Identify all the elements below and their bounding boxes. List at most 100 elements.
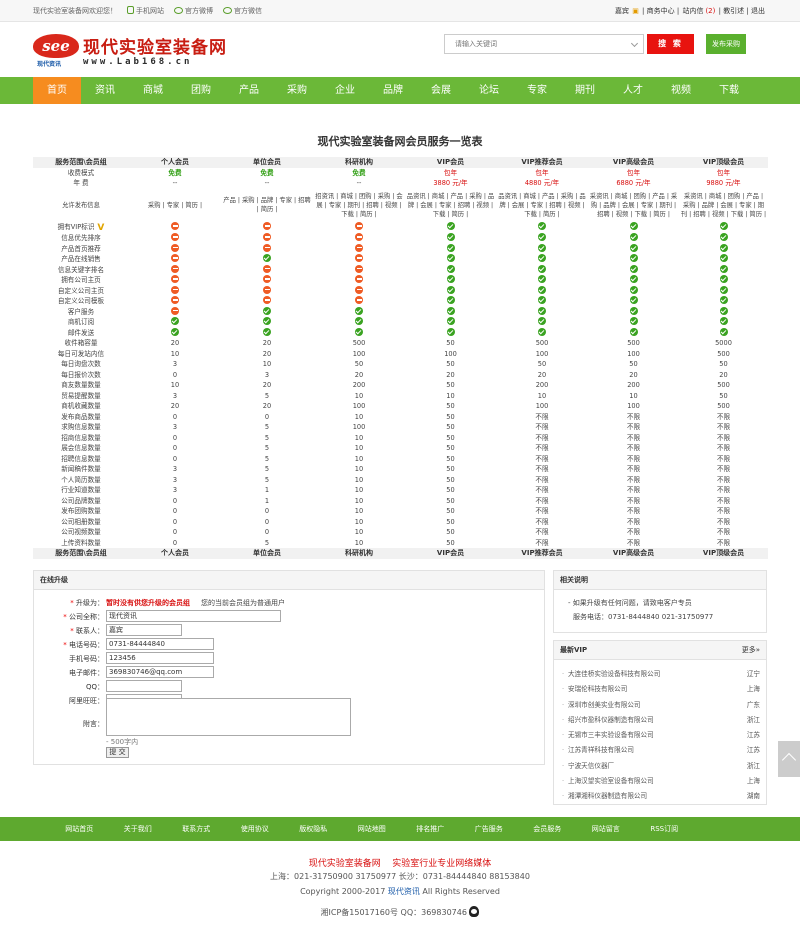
business-center-link[interactable]: 商务中心 (646, 7, 675, 15)
nav-item[interactable]: 商城 (143, 85, 163, 96)
note-textarea[interactable] (106, 698, 351, 736)
nav-item[interactable]: 企业 (335, 85, 355, 96)
table-cell (588, 327, 679, 339)
vip-company-name[interactable]: 江苏青祥科技有限公司 (568, 746, 634, 755)
footer-link[interactable]: 使用协议 (240, 825, 269, 833)
logout-link[interactable]: 退出 (751, 7, 765, 15)
footer-link[interactable]: 广告服务 (474, 825, 503, 833)
user-link[interactable]: 嘉宾 (614, 7, 629, 15)
row-label: 客户服务 (33, 307, 129, 318)
minus-icon (171, 296, 179, 304)
vip-list-item[interactable]: 安瑞伦科技有限公司 上海 (560, 682, 760, 698)
vip-list-item[interactable]: 江苏青祥科技有限公司 江苏 (560, 743, 760, 759)
vip-list-item[interactable]: 绍兴市盈科仪器制造有限公司 浙江 (560, 713, 760, 729)
table-cell: 不限 (626, 538, 641, 547)
vip-company-name[interactable]: 深圳市创美实业有限公司 (568, 700, 641, 709)
wechat-icon (223, 7, 232, 14)
footer-link[interactable]: 排名推广 (416, 825, 445, 833)
vip-company-name[interactable]: 无锡市三丰实验设备有限公司 (568, 731, 654, 740)
footer-link[interactable]: 联系方式 (182, 825, 211, 833)
table-row: 行业知道数量 3 1 10 50 不限 不限 不限 (33, 485, 768, 496)
vip-company-name[interactable]: 绍兴市盈科仪器制造有限公司 (568, 715, 654, 724)
phone-field[interactable]: 0731-84444840 (106, 638, 214, 650)
table-cell: 50 (446, 412, 455, 421)
nav-item[interactable]: 团购 (191, 85, 211, 96)
table-row: 允许发布信息 采购 | 专家 | 简历 | 产品 | 采购 | 品牌 | 专家 | … (33, 189, 768, 222)
search-button[interactable]: 搜 索 (647, 34, 694, 54)
check-icon (629, 317, 638, 325)
vip-list-item[interactable]: 无锡市三丰实验设备有限公司 江苏 (560, 728, 760, 744)
nav-item[interactable]: 采购 (287, 85, 307, 96)
mobile-field[interactable]: 123456 (106, 652, 214, 664)
table-row: 招商信息数量 0 5 10 50 不限 不限 不限 (33, 433, 768, 444)
footer-link[interactable]: 网站留言 (591, 825, 620, 833)
site-logo[interactable]: see 现代实验室装备网 www.Lab168.cn 现代资讯 (33, 32, 226, 72)
column-header: VIP会员 (405, 157, 496, 168)
nav-item[interactable]: 论坛 (479, 85, 499, 96)
tips-link[interactable]: 教引述 (723, 7, 745, 15)
table-row: 每日报价次数 0 3 20 20 20 20 20 (33, 370, 768, 381)
vip-list-item[interactable]: 上海汉望实验室设备有限公司 上海 (560, 774, 760, 790)
nav-item[interactable]: 人才 (623, 85, 643, 96)
qq-field[interactable] (106, 680, 182, 692)
vip-company-name[interactable]: 宁波天信仪器厂 (568, 761, 615, 770)
vip-list-item[interactable]: 深圳市创美实业有限公司 广东 (560, 698, 760, 714)
nav-item[interactable]: 首页 (33, 77, 81, 104)
weibo-link[interactable]: 官方微博 (174, 6, 213, 16)
wechat-link[interactable]: 官方微信 (223, 6, 262, 16)
footer-link[interactable]: 关于我们 (123, 825, 152, 833)
search-input[interactable] (445, 35, 625, 53)
footer-link[interactable]: 会员服务 (533, 825, 562, 833)
chevron-down-icon[interactable] (630, 39, 639, 48)
table-cell: 不限 (535, 507, 549, 515)
table-cell: 不限 (626, 496, 641, 505)
nav-item[interactable]: 产品 (239, 85, 259, 96)
inbox-link[interactable]: 站内信 (2) (682, 7, 716, 15)
vip-list-item[interactable]: 湘潭湘科仪器制造有限公司 湖南 (560, 789, 760, 805)
email-field[interactable]: 369830746@qq.com (106, 666, 214, 678)
table-cell: 50 (446, 528, 455, 536)
vip-company-name[interactable]: 大连佳桥实验设备科技有限公司 (568, 670, 661, 678)
nav-item[interactable]: 下载 (719, 85, 739, 96)
table-cell (496, 327, 588, 339)
nav-item[interactable]: 会展 (431, 85, 451, 96)
row-label-text: 信息关键字排名 (57, 265, 105, 274)
nav-item[interactable]: 期刊 (575, 85, 595, 96)
nav-item[interactable]: 视频 (671, 85, 691, 96)
submit-button[interactable]: 提 交 (106, 747, 129, 758)
footer-link[interactable]: 网站首页 (65, 825, 94, 833)
qq-icon[interactable] (469, 906, 480, 917)
back-to-top-button[interactable] (778, 741, 800, 777)
vip-company-name[interactable]: 湘潭湘科仪器制造有限公司 (568, 792, 648, 801)
table-cell: 不限 (626, 475, 641, 484)
footer-copyright-link[interactable]: 现代资讯 (387, 887, 420, 896)
contact-field[interactable]: 嘉宾 (106, 624, 182, 636)
footer-link[interactable]: 版权隐私 (299, 825, 328, 833)
vip-company-name[interactable]: 上海汉望实验室设备有限公司 (568, 777, 654, 786)
check-icon (538, 306, 546, 315)
nav-item[interactable]: 资讯 (95, 85, 115, 96)
table-row: 邮件发送 (33, 327, 768, 339)
note-limit: - 500字内 (106, 738, 139, 746)
table-cell: 不限 (716, 538, 731, 547)
vip-list-item[interactable]: 大连佳桥实验设备科技有限公司 辽宁 (560, 667, 760, 683)
table-cell: 50 (446, 475, 455, 484)
table-cell: 500 (535, 339, 549, 347)
mobile-site-link[interactable]: 手机网站 (127, 6, 164, 16)
nav-item[interactable]: 品牌 (383, 85, 403, 96)
vip-company-name[interactable]: 安瑞伦科技有限公司 (568, 685, 628, 694)
table-cell: 100 (627, 402, 640, 410)
footer-link[interactable]: RSS订阅 (650, 825, 679, 833)
newvip-more-link[interactable]: 更多» (741, 646, 760, 654)
table-cell: 免费 (260, 168, 274, 177)
publish-purchase-button[interactable]: 发布采购 (706, 34, 746, 54)
upgrade-level-value: 暂时没有供您升级的会员组 (106, 599, 190, 607)
table-cell (129, 327, 221, 339)
footer-link[interactable]: 网站地图 (357, 825, 386, 833)
check-icon (446, 296, 455, 304)
table-cell: 5 (264, 538, 270, 547)
column-header: 科研机构 (313, 548, 405, 559)
company-field[interactable]: 现代资讯 (106, 610, 281, 622)
vip-list-item[interactable]: 宁波天信仪器厂 浙江 (560, 759, 760, 775)
nav-item[interactable]: 专家 (527, 85, 547, 96)
